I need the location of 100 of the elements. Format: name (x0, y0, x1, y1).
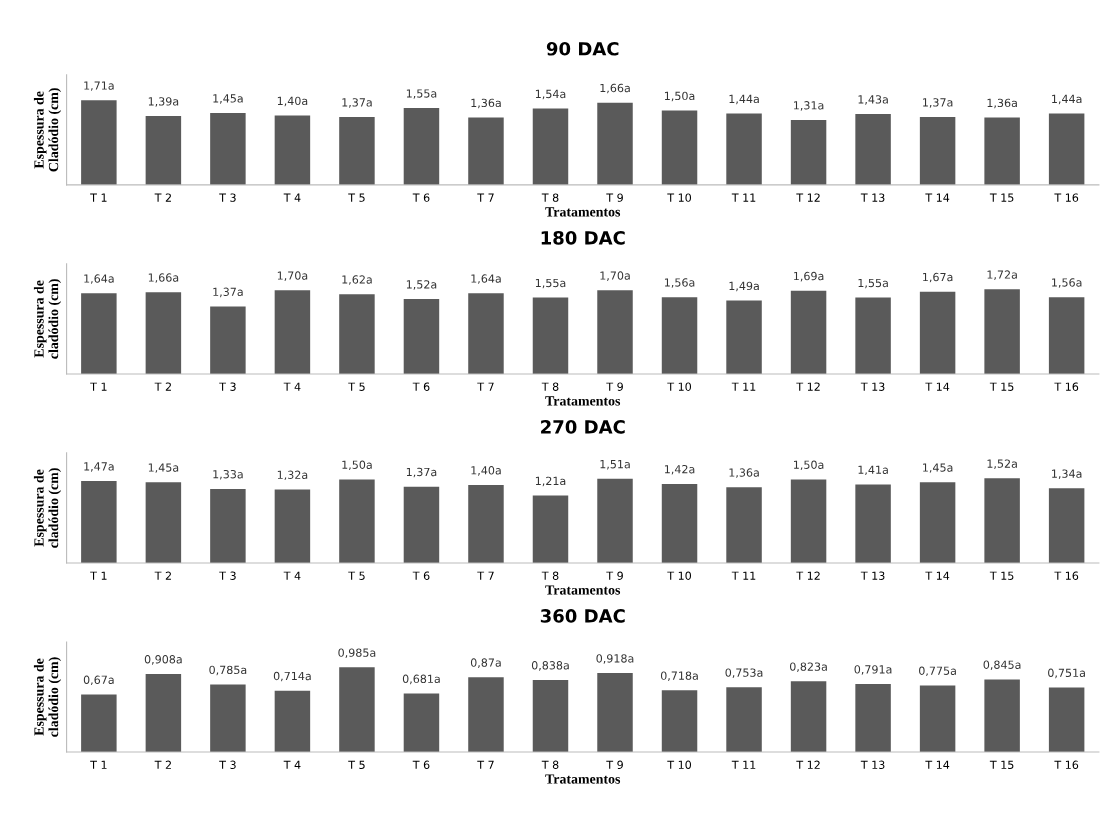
x-tick-label: T 8 (541, 760, 559, 769)
data-label: 1,37a (213, 287, 243, 298)
bar (790, 479, 827, 563)
x-tick-label: T 3 (219, 382, 236, 391)
x-tick-label: T 8 (541, 193, 559, 202)
bar (597, 478, 633, 563)
bar (532, 297, 569, 374)
data-label: 1,34a (1052, 469, 1082, 479)
x-tick-label: T 1 (90, 571, 107, 580)
x-tick-label: T 16 (1054, 571, 1079, 580)
x-axis-title: Tratamentos (545, 585, 621, 595)
x-tick-label: T 1 (90, 760, 107, 769)
data-label: 1,37a (406, 467, 437, 478)
bar (1048, 488, 1085, 563)
bar (661, 297, 698, 374)
x-axis-title: Tratamentos (545, 207, 621, 217)
x-tick-label: T 9 (606, 760, 623, 769)
x-axis-title: Tratamentos (545, 396, 621, 406)
bar (210, 306, 246, 374)
x-tick-label: T 4 (283, 760, 301, 769)
data-label: 0,751a (1048, 668, 1085, 679)
bar (919, 117, 956, 185)
x-tick-label: T 13 (860, 193, 885, 202)
bar (274, 290, 311, 374)
data-label: 1,33a (213, 470, 243, 480)
bar (661, 690, 698, 753)
bar (532, 108, 569, 185)
bar (790, 120, 827, 185)
data-label: 1,52a (987, 459, 1017, 469)
x-tick-label: T 15 (989, 193, 1014, 202)
x-tick-label: T 14 (925, 760, 950, 769)
bar (790, 681, 827, 753)
bar (726, 113, 762, 185)
bar (919, 482, 956, 563)
data-label: 0,918a (596, 654, 634, 664)
x-tick-label: T 13 (860, 382, 885, 391)
data-label: 1,70a (277, 271, 308, 281)
x-tick-label: T 3 (219, 571, 236, 580)
data-label: 1,49a (729, 281, 759, 292)
bar (81, 481, 117, 563)
data-label: 1,36a (987, 98, 1017, 109)
bar (210, 684, 246, 753)
bar (468, 677, 504, 753)
data-label: 0,823a (789, 662, 827, 672)
bar (210, 113, 246, 185)
x-tick-label: T 9 (606, 571, 623, 580)
x-tick-label: T 16 (1054, 760, 1079, 769)
bar (532, 495, 569, 563)
bar (919, 291, 956, 374)
bar (597, 290, 633, 374)
x-tick-label: T 1 (90, 193, 107, 202)
y-axis-title: Espessura de cladódio (cm) (33, 468, 62, 548)
data-label: 1,55a (858, 278, 888, 289)
data-label: 1,37a (342, 98, 372, 108)
bar (403, 486, 440, 563)
data-label: 0,985a (338, 648, 376, 658)
x-tick-label: T 7 (477, 760, 494, 769)
bar (468, 117, 504, 185)
x-tick-label: T 7 (477, 571, 494, 580)
bar (1048, 113, 1085, 185)
x-tick-label: T 8 (541, 382, 559, 391)
data-label: 1,36a (471, 98, 501, 109)
x-tick-label: T 10 (667, 193, 692, 202)
bar (274, 690, 311, 753)
data-label: 0,845a (983, 660, 1021, 671)
data-label: 1,66a (600, 83, 630, 94)
data-label: 1,56a (1052, 278, 1082, 288)
data-label: 1,66a (148, 273, 179, 283)
bar (855, 684, 891, 753)
x-tick-label: T 2 (154, 571, 171, 580)
bar (855, 297, 891, 374)
data-label: 1,64a (84, 274, 114, 284)
data-label: 1,55a (406, 89, 437, 99)
x-tick-label: T 4 (283, 382, 301, 391)
x-tick-label: T 10 (667, 571, 692, 580)
chart-title: 270 DAC (541, 420, 625, 434)
x-axis-title: Tratamentos (545, 774, 621, 784)
bar (790, 290, 827, 374)
data-label: 1,71a (84, 81, 114, 91)
x-tick-label: T 6 (412, 382, 430, 391)
data-label: 0,791a (854, 665, 892, 675)
data-label: 1,54a (535, 89, 566, 100)
x-tick-label: T 7 (477, 382, 494, 391)
x-tick-label: T 14 (925, 193, 950, 202)
bar (532, 680, 569, 753)
bar (81, 694, 117, 753)
x-tick-label: T 15 (989, 571, 1014, 580)
x-tick-label: T 5 (348, 760, 365, 769)
bar (726, 487, 762, 563)
data-label: 1,45a (148, 463, 179, 473)
y-axis-title: Espessura de cladódio (cm) (33, 657, 62, 737)
data-label: 0,718a (660, 671, 698, 681)
bar (468, 484, 504, 563)
bar (145, 292, 182, 374)
bar (1048, 687, 1085, 753)
data-label: 1,32a (277, 470, 308, 481)
bar (339, 479, 375, 563)
bar (81, 100, 117, 185)
x-tick-label: T 13 (860, 760, 885, 769)
data-label: 0,838a (531, 661, 569, 671)
